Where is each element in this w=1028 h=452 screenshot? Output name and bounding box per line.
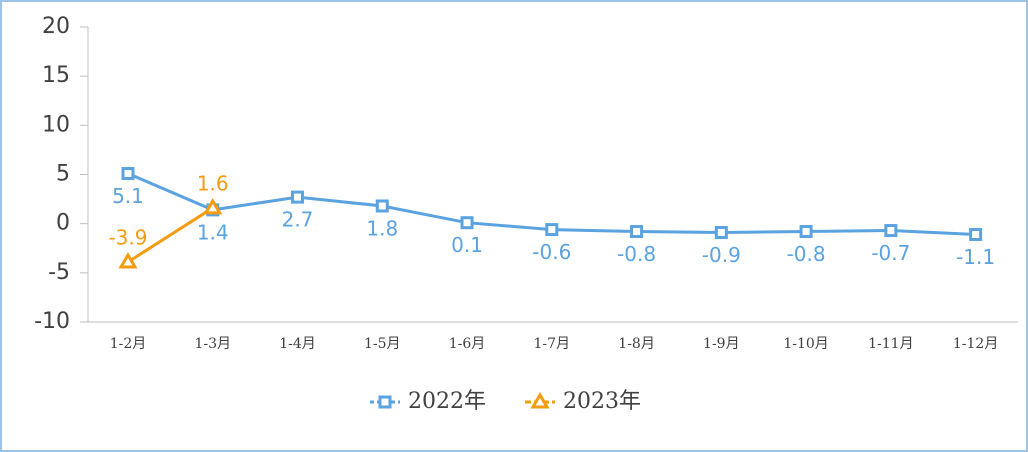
marker xyxy=(884,224,898,238)
data-label: 1.6 xyxy=(197,171,229,195)
y-tick-label: 15 xyxy=(42,63,70,88)
y-tick-label: 10 xyxy=(42,112,70,137)
data-label: -0.7 xyxy=(871,241,910,265)
x-tick-label: 1-2月 xyxy=(110,336,147,352)
x-tick-label: 1-3月 xyxy=(194,336,231,352)
x-tick-label: 1-7月 xyxy=(534,336,571,352)
marker xyxy=(969,227,983,241)
marker xyxy=(630,225,644,239)
legend-item: 2023年 xyxy=(525,389,641,414)
x-tick-label: 1-8月 xyxy=(618,336,655,352)
x-tick-label: 1-12月 xyxy=(953,336,998,352)
y-tick-label: -5 xyxy=(48,260,70,285)
x-tick-label: 1-10月 xyxy=(783,336,828,352)
data-label: 2.7 xyxy=(282,208,314,232)
series-1: -3.9 1.6 xyxy=(108,171,229,269)
data-label: -0.9 xyxy=(702,243,741,267)
marker xyxy=(545,223,559,237)
marker xyxy=(714,226,728,240)
y-tick-label: 5 xyxy=(56,162,70,187)
x-tick-label: 1-11月 xyxy=(868,336,913,352)
marker xyxy=(460,216,474,230)
data-label: -0.8 xyxy=(787,242,826,266)
series-line xyxy=(127,206,214,264)
y-tick-label: 20 xyxy=(42,14,70,39)
marker xyxy=(799,225,813,239)
legend-label: 2022年 xyxy=(408,389,486,414)
data-label: 1.8 xyxy=(366,216,398,240)
marker xyxy=(118,252,138,269)
x-tick-label: 1-5月 xyxy=(364,336,401,352)
data-label: -0.6 xyxy=(532,240,571,264)
data-label: -1.1 xyxy=(956,245,995,269)
marker xyxy=(121,167,135,181)
data-label: -0.8 xyxy=(617,242,656,266)
data-label: 1.4 xyxy=(197,220,229,244)
y-tick-label: -10 xyxy=(34,309,70,334)
y-tick-label: 0 xyxy=(56,211,70,236)
marker xyxy=(203,197,223,215)
marker xyxy=(530,392,550,409)
marker xyxy=(378,395,392,409)
x-tick-label: 1-6月 xyxy=(449,336,486,352)
x-tick-label: 1-9月 xyxy=(703,336,740,352)
legend-label: 2023年 xyxy=(563,389,641,414)
data-label: -3.9 xyxy=(108,226,147,250)
marker xyxy=(375,199,389,213)
series-0: 5.1 1.4 2.7 1.8 0.1 -0.6 -0.8 -0.9 -0.8 -0.7 -1.1 xyxy=(112,167,995,269)
data-label: 5.1 xyxy=(112,184,144,208)
x-tick-label: 1-4月 xyxy=(279,336,316,352)
data-label: 0.1 xyxy=(451,233,483,257)
marker xyxy=(291,190,305,204)
legend-item: 2022年 xyxy=(370,389,486,414)
